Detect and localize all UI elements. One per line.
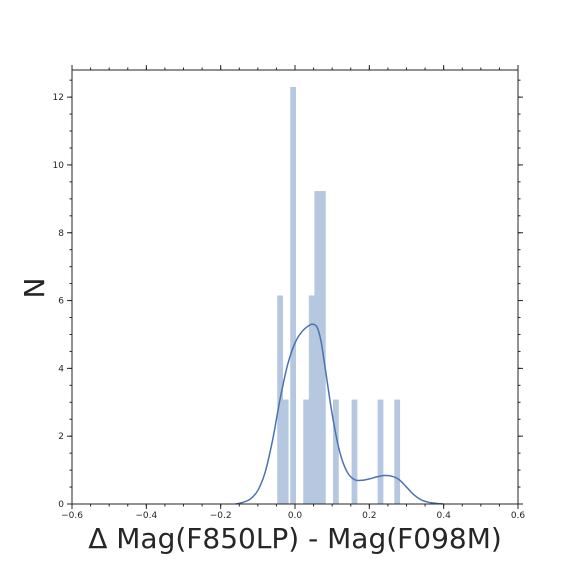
histogram-bar (378, 400, 384, 504)
histogram-bar (394, 400, 400, 504)
y-axis-label: N (18, 278, 51, 299)
histogram-bar (290, 87, 296, 504)
x-tick-label: −0.4 (135, 511, 157, 521)
histogram-bar (314, 191, 320, 504)
x-tick-label: 0.0 (288, 511, 303, 521)
x-tick-label: −0.6 (61, 511, 83, 521)
histogram-bar (352, 400, 358, 504)
histogram-bar (283, 400, 289, 504)
y-tick-label: 4 (58, 364, 64, 374)
y-tick-label: 6 (58, 297, 64, 307)
x-tick-label: −0.2 (210, 511, 232, 521)
y-tick-label: 8 (58, 229, 64, 239)
y-tick-label: 2 (58, 432, 64, 442)
x-tick-label: 0.4 (437, 511, 452, 521)
histogram-bar (333, 400, 339, 504)
y-tick-label: 0 (58, 500, 64, 510)
y-tick-label: 12 (53, 93, 64, 103)
x-tick-label: 0.6 (511, 511, 526, 521)
x-tick-label: 0.2 (362, 511, 376, 521)
y-tick-label: 10 (53, 161, 65, 171)
histogram-bar (303, 400, 309, 504)
histogram-bar (309, 295, 315, 504)
x-axis-label: Δ Mag(F850LP) - Mag(F098M) (88, 522, 502, 555)
